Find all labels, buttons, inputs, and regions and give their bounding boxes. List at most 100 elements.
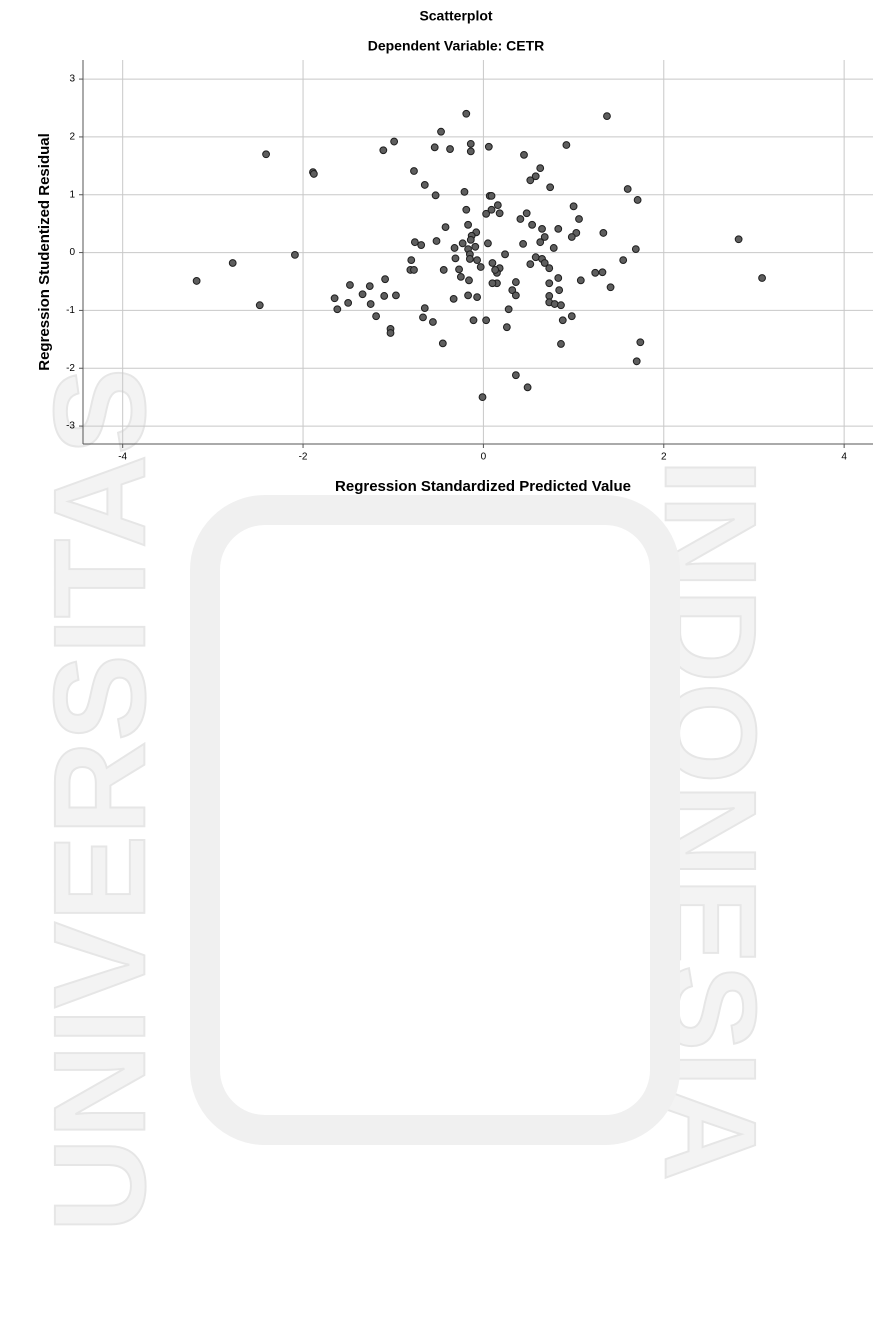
point (430, 319, 437, 326)
point (431, 144, 438, 151)
point (465, 292, 472, 299)
point (451, 245, 458, 252)
point (440, 267, 447, 274)
point (634, 197, 641, 204)
x-tick-label: -4 (118, 452, 127, 463)
point (527, 261, 534, 268)
point (529, 221, 536, 228)
point (568, 234, 575, 241)
point (568, 313, 575, 320)
point (637, 339, 644, 346)
point (555, 225, 562, 232)
point (345, 299, 352, 306)
point (438, 128, 445, 135)
point (488, 193, 495, 200)
y-tick-label: -3 (66, 421, 75, 432)
point (512, 279, 519, 286)
point (467, 140, 474, 147)
point (366, 283, 373, 290)
y-tick-label: 0 (69, 247, 75, 258)
point (556, 287, 563, 294)
point (485, 143, 492, 150)
point (570, 203, 577, 210)
point (735, 236, 742, 243)
point (474, 294, 481, 301)
point (193, 278, 200, 285)
point (393, 292, 400, 299)
x-tick-label: 0 (481, 452, 487, 463)
point (517, 216, 524, 223)
point (494, 202, 501, 209)
point (600, 230, 607, 237)
point (489, 260, 496, 267)
point (485, 240, 492, 247)
point (620, 257, 627, 264)
point (592, 269, 599, 276)
point (411, 267, 418, 274)
point (489, 280, 496, 287)
point (408, 257, 415, 264)
page: UNIVERSITAS INDONESIA Scatterplot Depend… (0, 0, 874, 1344)
point (463, 110, 470, 117)
point (367, 301, 374, 308)
point (456, 266, 463, 273)
chart-title: Scatterplot (419, 8, 492, 24)
point (496, 210, 503, 217)
point (576, 216, 583, 223)
point (479, 394, 486, 401)
point (447, 146, 454, 153)
point (502, 251, 509, 258)
chart-subtitle: Dependent Variable: CETR (368, 38, 545, 54)
point (411, 239, 418, 246)
point (550, 245, 557, 252)
y-tick-label: 2 (69, 132, 75, 143)
point (331, 295, 338, 302)
point (459, 240, 466, 247)
watermark-emblem (205, 510, 665, 1130)
x-tick-label: 4 (841, 452, 847, 463)
point (381, 293, 388, 300)
point (466, 256, 473, 263)
point (359, 291, 366, 298)
point (467, 236, 474, 243)
point (474, 257, 481, 264)
point (387, 330, 394, 337)
point (373, 313, 380, 320)
point (559, 317, 566, 324)
point (521, 151, 528, 158)
point (433, 238, 440, 245)
point (418, 242, 425, 249)
point (450, 295, 457, 302)
point (546, 293, 553, 300)
point (558, 302, 565, 309)
point (310, 171, 317, 178)
point (380, 147, 387, 154)
point (520, 241, 527, 248)
point (624, 186, 631, 193)
point (632, 246, 639, 253)
point (547, 184, 554, 191)
y-tick-label: 3 (69, 74, 75, 85)
point (577, 277, 584, 284)
point (563, 142, 570, 149)
y-tick-label: -2 (66, 363, 75, 374)
point (421, 305, 428, 312)
point (465, 221, 472, 228)
point (527, 177, 534, 184)
point (457, 273, 464, 280)
point (382, 276, 389, 283)
point (532, 254, 539, 261)
point (420, 314, 427, 321)
point (470, 317, 477, 324)
point (467, 148, 474, 155)
point (633, 358, 640, 365)
point (391, 138, 398, 145)
point (477, 264, 484, 271)
point (483, 210, 490, 217)
point (505, 306, 512, 313)
point (492, 267, 499, 274)
point (334, 306, 341, 313)
point (256, 302, 263, 309)
point (599, 269, 606, 276)
y-axis-label: Regression Studentized Residual (36, 133, 53, 371)
